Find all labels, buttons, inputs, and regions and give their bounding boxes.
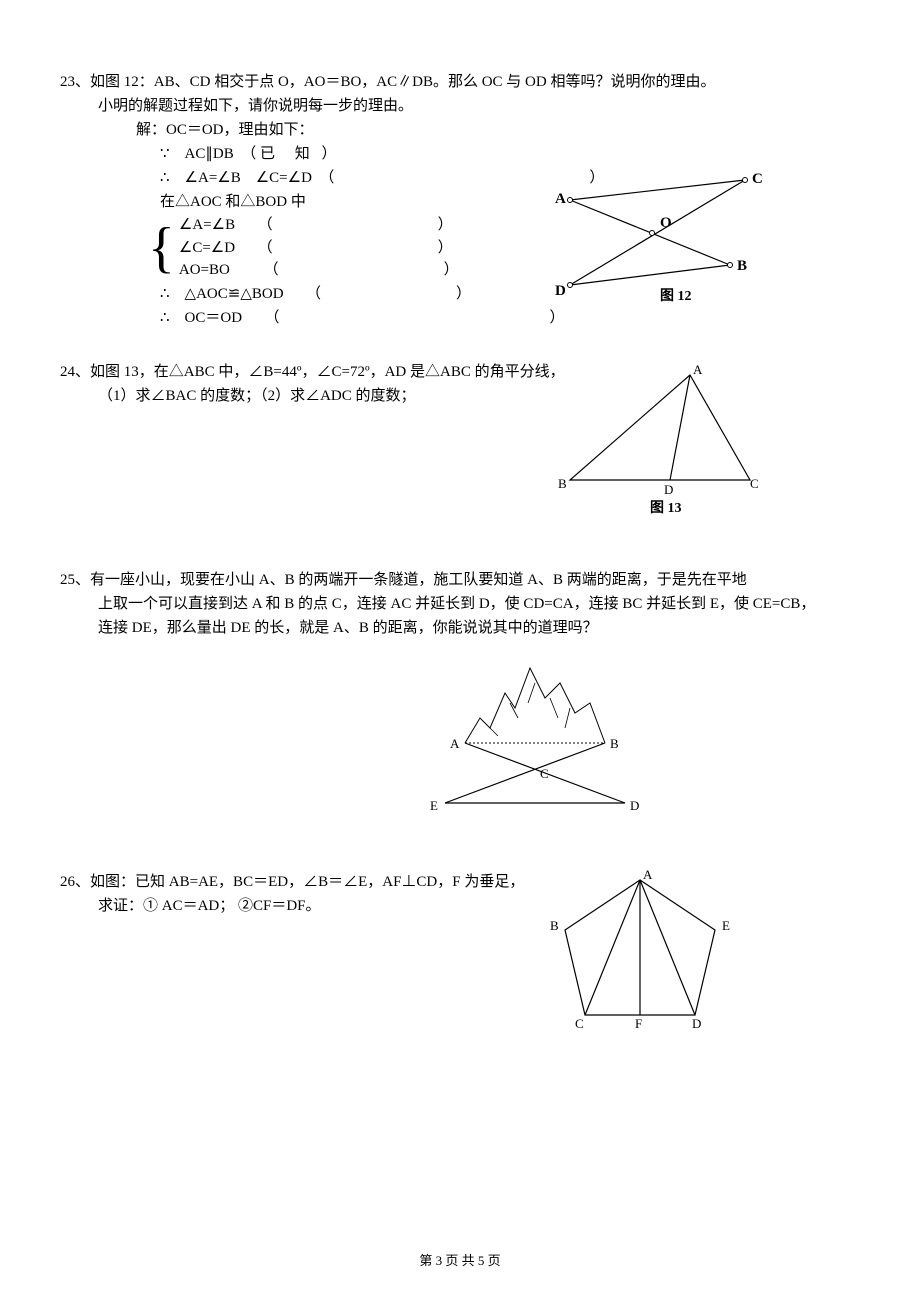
label-B: B xyxy=(550,918,559,933)
figure-25: A B C E D xyxy=(410,648,670,828)
problem-26-line1: 如图：已知 AB=AE，BC＝ED，∠B＝∠E，AF⊥CD，F 为垂足， xyxy=(90,870,524,894)
label-B: B xyxy=(737,258,747,274)
problem-23-header: 23、 如图 12：AB、CD 相交于点 O，AO＝BO，AC∥DB。那么 OC… xyxy=(60,70,860,94)
figure-13: A B D C 图 13 xyxy=(550,360,770,520)
label-B: B xyxy=(558,476,567,491)
problem-26-number: 26、 xyxy=(60,870,90,894)
label-C: C xyxy=(575,1016,584,1031)
figure-13-label: 图 13 xyxy=(650,500,682,516)
problem-25-line1: 有一座小山，现要在小山 A、B 的两端开一条隧道，施工队要知道 A、B 两端的距… xyxy=(90,568,747,592)
problem-25-number: 25、 xyxy=(60,568,90,592)
problem-23-line1: 如图 12：AB、CD 相交于点 O，AO＝BO，AC∥DB。那么 OC 与 O… xyxy=(90,70,715,94)
brace-line-3: AO=BO （ ） xyxy=(179,259,459,282)
problem-23-line2: 小明的解题过程如下，请你说明每一步的理由。 xyxy=(60,94,860,118)
problem-23-line3: 解：OC＝OD，理由如下： xyxy=(60,118,860,142)
problem-25: 25、 有一座小山，现要在小山 A、B 的两端开一条隧道，施工队要知道 A、B … xyxy=(60,568,860,640)
figure-26: A B E C F D xyxy=(530,865,750,1035)
label-E: E xyxy=(430,798,438,813)
problem-25-line3: 连接 DE，那么量出 DE 的长，就是 A、B 的距离，你能说说其中的道理吗？ xyxy=(60,616,860,640)
label-A: A xyxy=(555,191,566,207)
brace-line-1: ∠A=∠B （ ） xyxy=(179,214,459,237)
label-O: O xyxy=(660,215,672,231)
label-B: B xyxy=(610,736,619,751)
problem-23-line4: ∵ AC∥DB （ 已 知 ） xyxy=(60,142,860,166)
problem-26: 26、 如图：已知 AB=AE，BC＝ED，∠B＝∠E，AF⊥CD，F 为垂足，… xyxy=(60,870,860,918)
figure-12-label: 图 12 xyxy=(660,288,692,304)
line4b: ） xyxy=(321,146,336,162)
label-A: A xyxy=(693,362,703,377)
problem-24-line1: 如图 13，在△ABC 中，∠B=44º，∠C=72º，AD 是△ABC 的角平… xyxy=(90,360,565,384)
label-D: D xyxy=(630,798,639,813)
label-C: C xyxy=(752,171,763,187)
label-C: C xyxy=(750,476,759,491)
line4a: ∵ AC∥DB （ xyxy=(160,146,256,162)
label-D: D xyxy=(664,482,673,497)
problem-25-line2: 上取一个可以直接到达 A 和 B 的点 C，连接 AC 并延长到 D，使 CD=… xyxy=(60,592,860,616)
page-footer: 第 3 页 共 5 页 xyxy=(0,1251,920,1272)
brace-line-2: ∠C=∠D （ ） xyxy=(179,237,459,260)
label-A: A xyxy=(450,736,460,751)
label-E: E xyxy=(722,918,730,933)
label-D: D xyxy=(555,283,566,299)
label-F: F xyxy=(635,1016,642,1031)
label-C: C xyxy=(540,766,549,781)
problem-23-number: 23、 xyxy=(60,70,90,94)
brace-lines: ∠A=∠B （ ） ∠C=∠D （ ） AO=BO （ ） xyxy=(179,214,459,282)
problem-24-number: 24、 xyxy=(60,360,90,384)
problem-24: 24、 如图 13，在△ABC 中，∠B=44º，∠C=72º，AD 是△ABC… xyxy=(60,360,860,408)
problem-25-header: 25、 有一座小山，现要在小山 A、B 的两端开一条隧道，施工队要知道 A、B … xyxy=(60,568,860,592)
figure-12: A C B D O 图 12 xyxy=(530,165,790,315)
problem-23: 23、 如图 12：AB、CD 相交于点 O，AO＝BO，AC∥DB。那么 OC… xyxy=(60,70,860,330)
label-A: A xyxy=(643,867,653,882)
label-D: D xyxy=(692,1016,701,1031)
left-brace-icon: { xyxy=(148,220,175,276)
line4-known: 已 知 xyxy=(260,146,318,162)
